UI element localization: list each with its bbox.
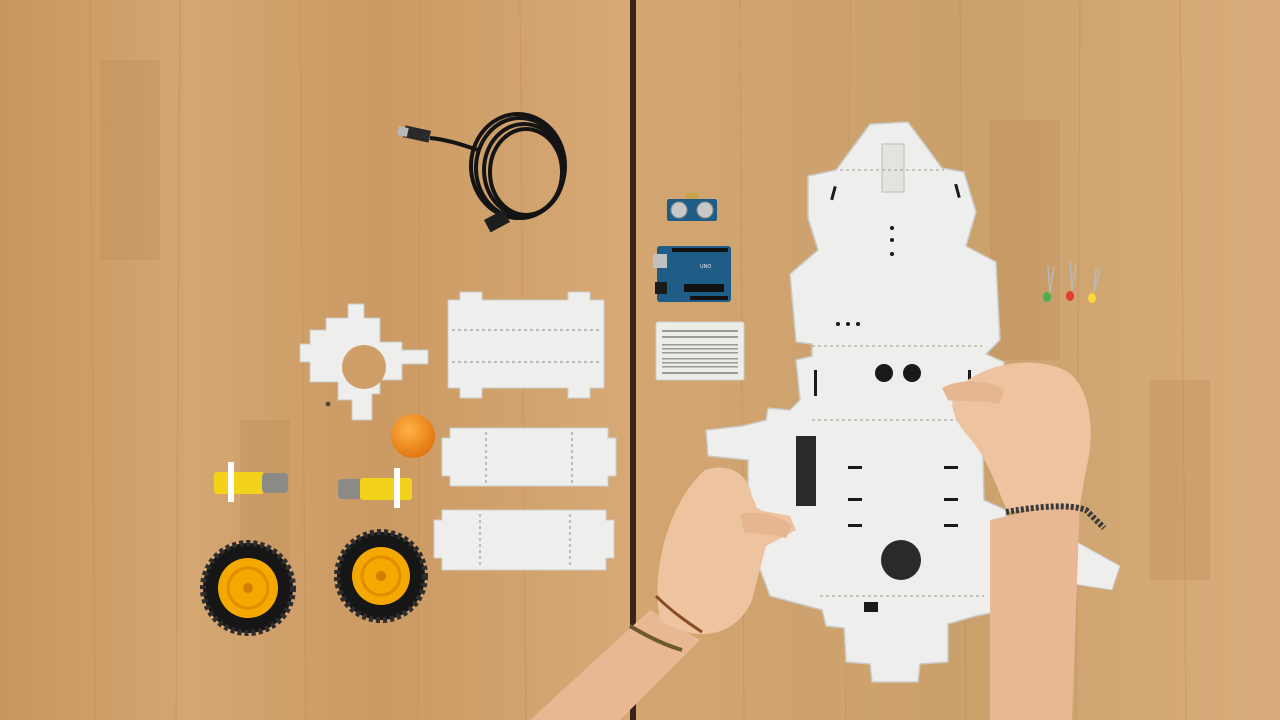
motor-body (360, 478, 412, 500)
usb-a-tip (397, 126, 409, 137)
left-thumb (740, 512, 792, 538)
side-panel-bottom[interactable] (433, 509, 615, 571)
panel-shape (433, 509, 615, 571)
chassis-fold-lines (812, 169, 984, 597)
right-bracelet (1005, 503, 1107, 531)
rim-inner (360, 555, 402, 597)
wheel-left[interactable] (200, 540, 296, 636)
rim-hub (243, 583, 253, 593)
motor-can (338, 479, 362, 499)
sensor-pins (686, 193, 698, 199)
dc-motor-right[interactable] (338, 468, 412, 508)
header-top (672, 248, 728, 252)
leds (1043, 261, 1101, 303)
chassis-hole-left (875, 364, 893, 382)
chassis-shape (705, 121, 1007, 683)
led-yellow[interactable] (1088, 267, 1101, 303)
wheel-right[interactable] (334, 529, 428, 623)
chassis-slots (814, 183, 971, 612)
ultrasonic-sensor[interactable] (667, 193, 717, 221)
left-forearm (530, 610, 700, 720)
power-jack (655, 282, 667, 294)
breadboard[interactable] (655, 321, 745, 381)
usb-port (653, 254, 667, 268)
arduino-uno-board[interactable]: UNO (653, 246, 731, 302)
left-hand (530, 467, 796, 720)
motor-body (214, 472, 264, 494)
table-seam (630, 0, 636, 720)
mount-hole (342, 345, 386, 389)
chassis-tab (881, 143, 905, 193)
panel-shape (441, 427, 617, 487)
mount-screw (325, 401, 331, 407)
sensor-eye-left (670, 201, 688, 219)
rim-inner (226, 566, 270, 610)
chip (684, 284, 724, 292)
left-bracelet (654, 594, 703, 634)
caster-ball[interactable] (391, 414, 435, 458)
usb-cable[interactable] (397, 112, 567, 233)
board (657, 246, 731, 302)
chassis-hole-caster (881, 540, 921, 580)
motor-shaft (228, 462, 234, 502)
side-panel-top[interactable] (447, 291, 605, 399)
rim-hub (376, 571, 386, 581)
right-hand (942, 362, 1107, 720)
right-fingers (942, 381, 1004, 404)
right-forearm (990, 500, 1080, 720)
chassis-hole-right (903, 364, 921, 382)
side-panel-middle[interactable] (441, 427, 617, 487)
left-bracelet-2 (628, 624, 683, 652)
cable-coil (469, 112, 567, 220)
board-label: UNO (700, 264, 711, 270)
motor-mount-piece[interactable] (299, 303, 429, 421)
breadboard-holes (662, 330, 738, 374)
sensor-eye-right (696, 201, 714, 219)
motor-shaft (394, 468, 400, 508)
header-bottom (690, 296, 728, 300)
dc-motor-left[interactable] (214, 462, 288, 502)
usb-b-plug (484, 209, 510, 233)
chassis-cutout (796, 436, 816, 506)
motor-can (262, 473, 288, 493)
led-red[interactable] (1066, 261, 1077, 301)
usb-a-plug (403, 125, 431, 143)
panel-shape (447, 291, 605, 399)
led-green[interactable] (1043, 265, 1055, 302)
left-palm (657, 467, 796, 635)
